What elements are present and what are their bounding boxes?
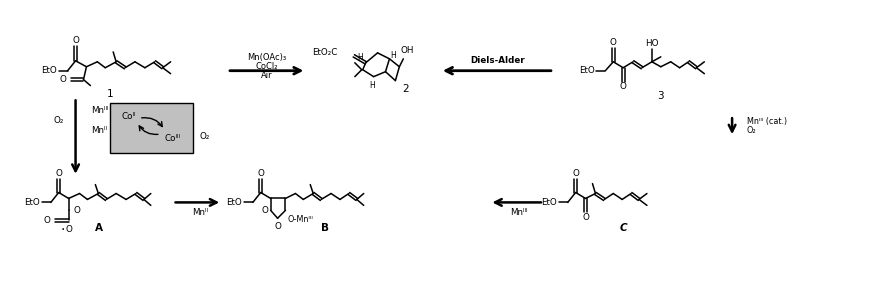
Text: O: O [44, 216, 51, 225]
Text: C: C [620, 223, 627, 233]
FancyBboxPatch shape [110, 103, 193, 153]
Text: Mnᴵᴵᴵ: Mnᴵᴵᴵ [92, 106, 109, 115]
Text: O: O [572, 169, 579, 178]
Text: O: O [620, 82, 627, 91]
Text: Mnᴵᴵᴵ: Mnᴵᴵᴵ [510, 208, 528, 217]
Text: O: O [274, 222, 281, 231]
Text: O: O [610, 38, 617, 48]
Text: O: O [582, 213, 589, 222]
Text: HO: HO [645, 39, 659, 48]
Text: CoCl₂: CoCl₂ [255, 62, 278, 71]
Text: O₂: O₂ [747, 126, 757, 135]
Text: EtO₂C: EtO₂C [313, 48, 338, 57]
Text: O: O [73, 36, 79, 46]
Text: Mnᴵᴵ: Mnᴵᴵ [92, 126, 108, 135]
Text: H: H [369, 81, 375, 90]
Text: O₂: O₂ [53, 116, 64, 125]
Text: EtO: EtO [41, 66, 57, 75]
Text: Mn(OAc)₃: Mn(OAc)₃ [247, 53, 287, 62]
Text: Mnᴵᴵ: Mnᴵᴵ [192, 208, 208, 217]
Text: O-Mnᴵᴵᴵ: O-Mnᴵᴵᴵ [288, 215, 314, 224]
Text: 3: 3 [657, 91, 664, 101]
Text: Mnᴵᴵᴵ (cat.): Mnᴵᴵᴵ (cat.) [747, 117, 787, 126]
Text: Coᴵᴵ: Coᴵᴵ [121, 112, 136, 121]
Text: O₂: O₂ [199, 132, 210, 141]
Text: EtO: EtO [24, 198, 40, 207]
Text: O: O [55, 169, 62, 178]
Text: H: H [391, 51, 396, 60]
Text: EtO: EtO [541, 198, 557, 207]
Text: O: O [59, 75, 66, 84]
Text: EtO: EtO [579, 66, 594, 75]
Text: Diels-Alder: Diels-Alder [470, 56, 524, 65]
Text: B: B [321, 223, 329, 233]
Text: O: O [257, 169, 264, 178]
Text: O: O [73, 206, 80, 215]
Text: O: O [261, 206, 268, 215]
Text: H: H [357, 53, 363, 62]
Text: Air: Air [260, 71, 273, 80]
Text: 1: 1 [107, 89, 114, 99]
Text: OH: OH [400, 46, 414, 55]
FancyArrowPatch shape [142, 118, 163, 127]
Text: 2: 2 [402, 84, 409, 93]
Text: O: O [66, 225, 72, 234]
Text: EtO: EtO [226, 198, 242, 207]
Text: Coᴵᴵᴵ: Coᴵᴵᴵ [164, 134, 181, 142]
FancyArrowPatch shape [139, 126, 158, 135]
Text: ·: · [60, 223, 65, 237]
Text: A: A [95, 223, 103, 233]
